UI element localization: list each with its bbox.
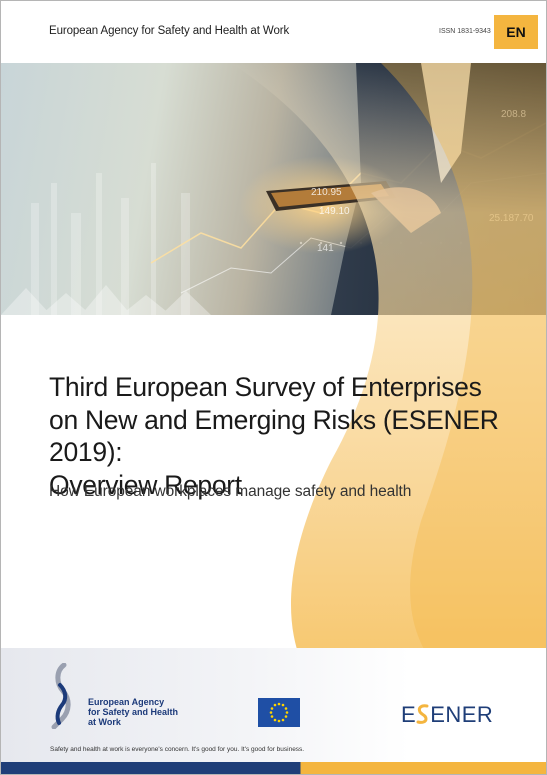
hero-number-5: 25.187.70	[489, 213, 534, 224]
footer-tagline: Safety and health at work is everyone's …	[50, 746, 305, 753]
hero-photo: 210.95 149.10 141 208.8 25.187.70	[1, 63, 546, 315]
hero-number-3: 141	[317, 243, 334, 254]
logo-line-1: European Agency	[88, 697, 165, 707]
report-title-line-1: Third European Survey of Enterprises	[49, 372, 482, 402]
esener-s-mark-icon	[416, 704, 429, 724]
logo-line-2: for Safety and Health	[88, 707, 179, 717]
report-title-line-2: on New and Emerging Risks (ESENER 2019):	[49, 404, 499, 468]
esener-logo-suffix: ENER	[430, 702, 494, 727]
report-subtitle: How European workplaces manage safety an…	[49, 483, 412, 500]
hero-number-4: 208.8	[501, 109, 527, 120]
language-badge: EN	[494, 15, 538, 49]
eu-osha-logo-icon	[51, 663, 71, 729]
esener-logo-prefix: E	[401, 702, 417, 727]
header-bar: European Agency for Safety and Health at…	[1, 1, 546, 63]
agency-name: European Agency for Safety and Health at…	[49, 25, 290, 37]
footer-band: European Agency for Safety and Health at…	[1, 648, 546, 774]
esener-logo: E ENER	[401, 702, 493, 728]
report-title-line-3: Overview Report	[49, 469, 242, 500]
hero-illustration	[1, 63, 546, 315]
eu-flag-icon	[258, 698, 300, 727]
report-title: Third European Survey of Enterprises on …	[49, 371, 519, 501]
hero-number-2: 149.10	[319, 206, 350, 217]
logo-line-3: at Work	[88, 717, 121, 727]
eu-osha-logo-text: European Agency for Safety and Health at…	[88, 697, 178, 727]
eu-stars-icon	[269, 702, 289, 723]
issn-number: ISSN 1831-9343	[439, 28, 491, 35]
bottom-color-band	[1, 762, 546, 774]
hero-number-1: 210.95	[311, 187, 342, 198]
